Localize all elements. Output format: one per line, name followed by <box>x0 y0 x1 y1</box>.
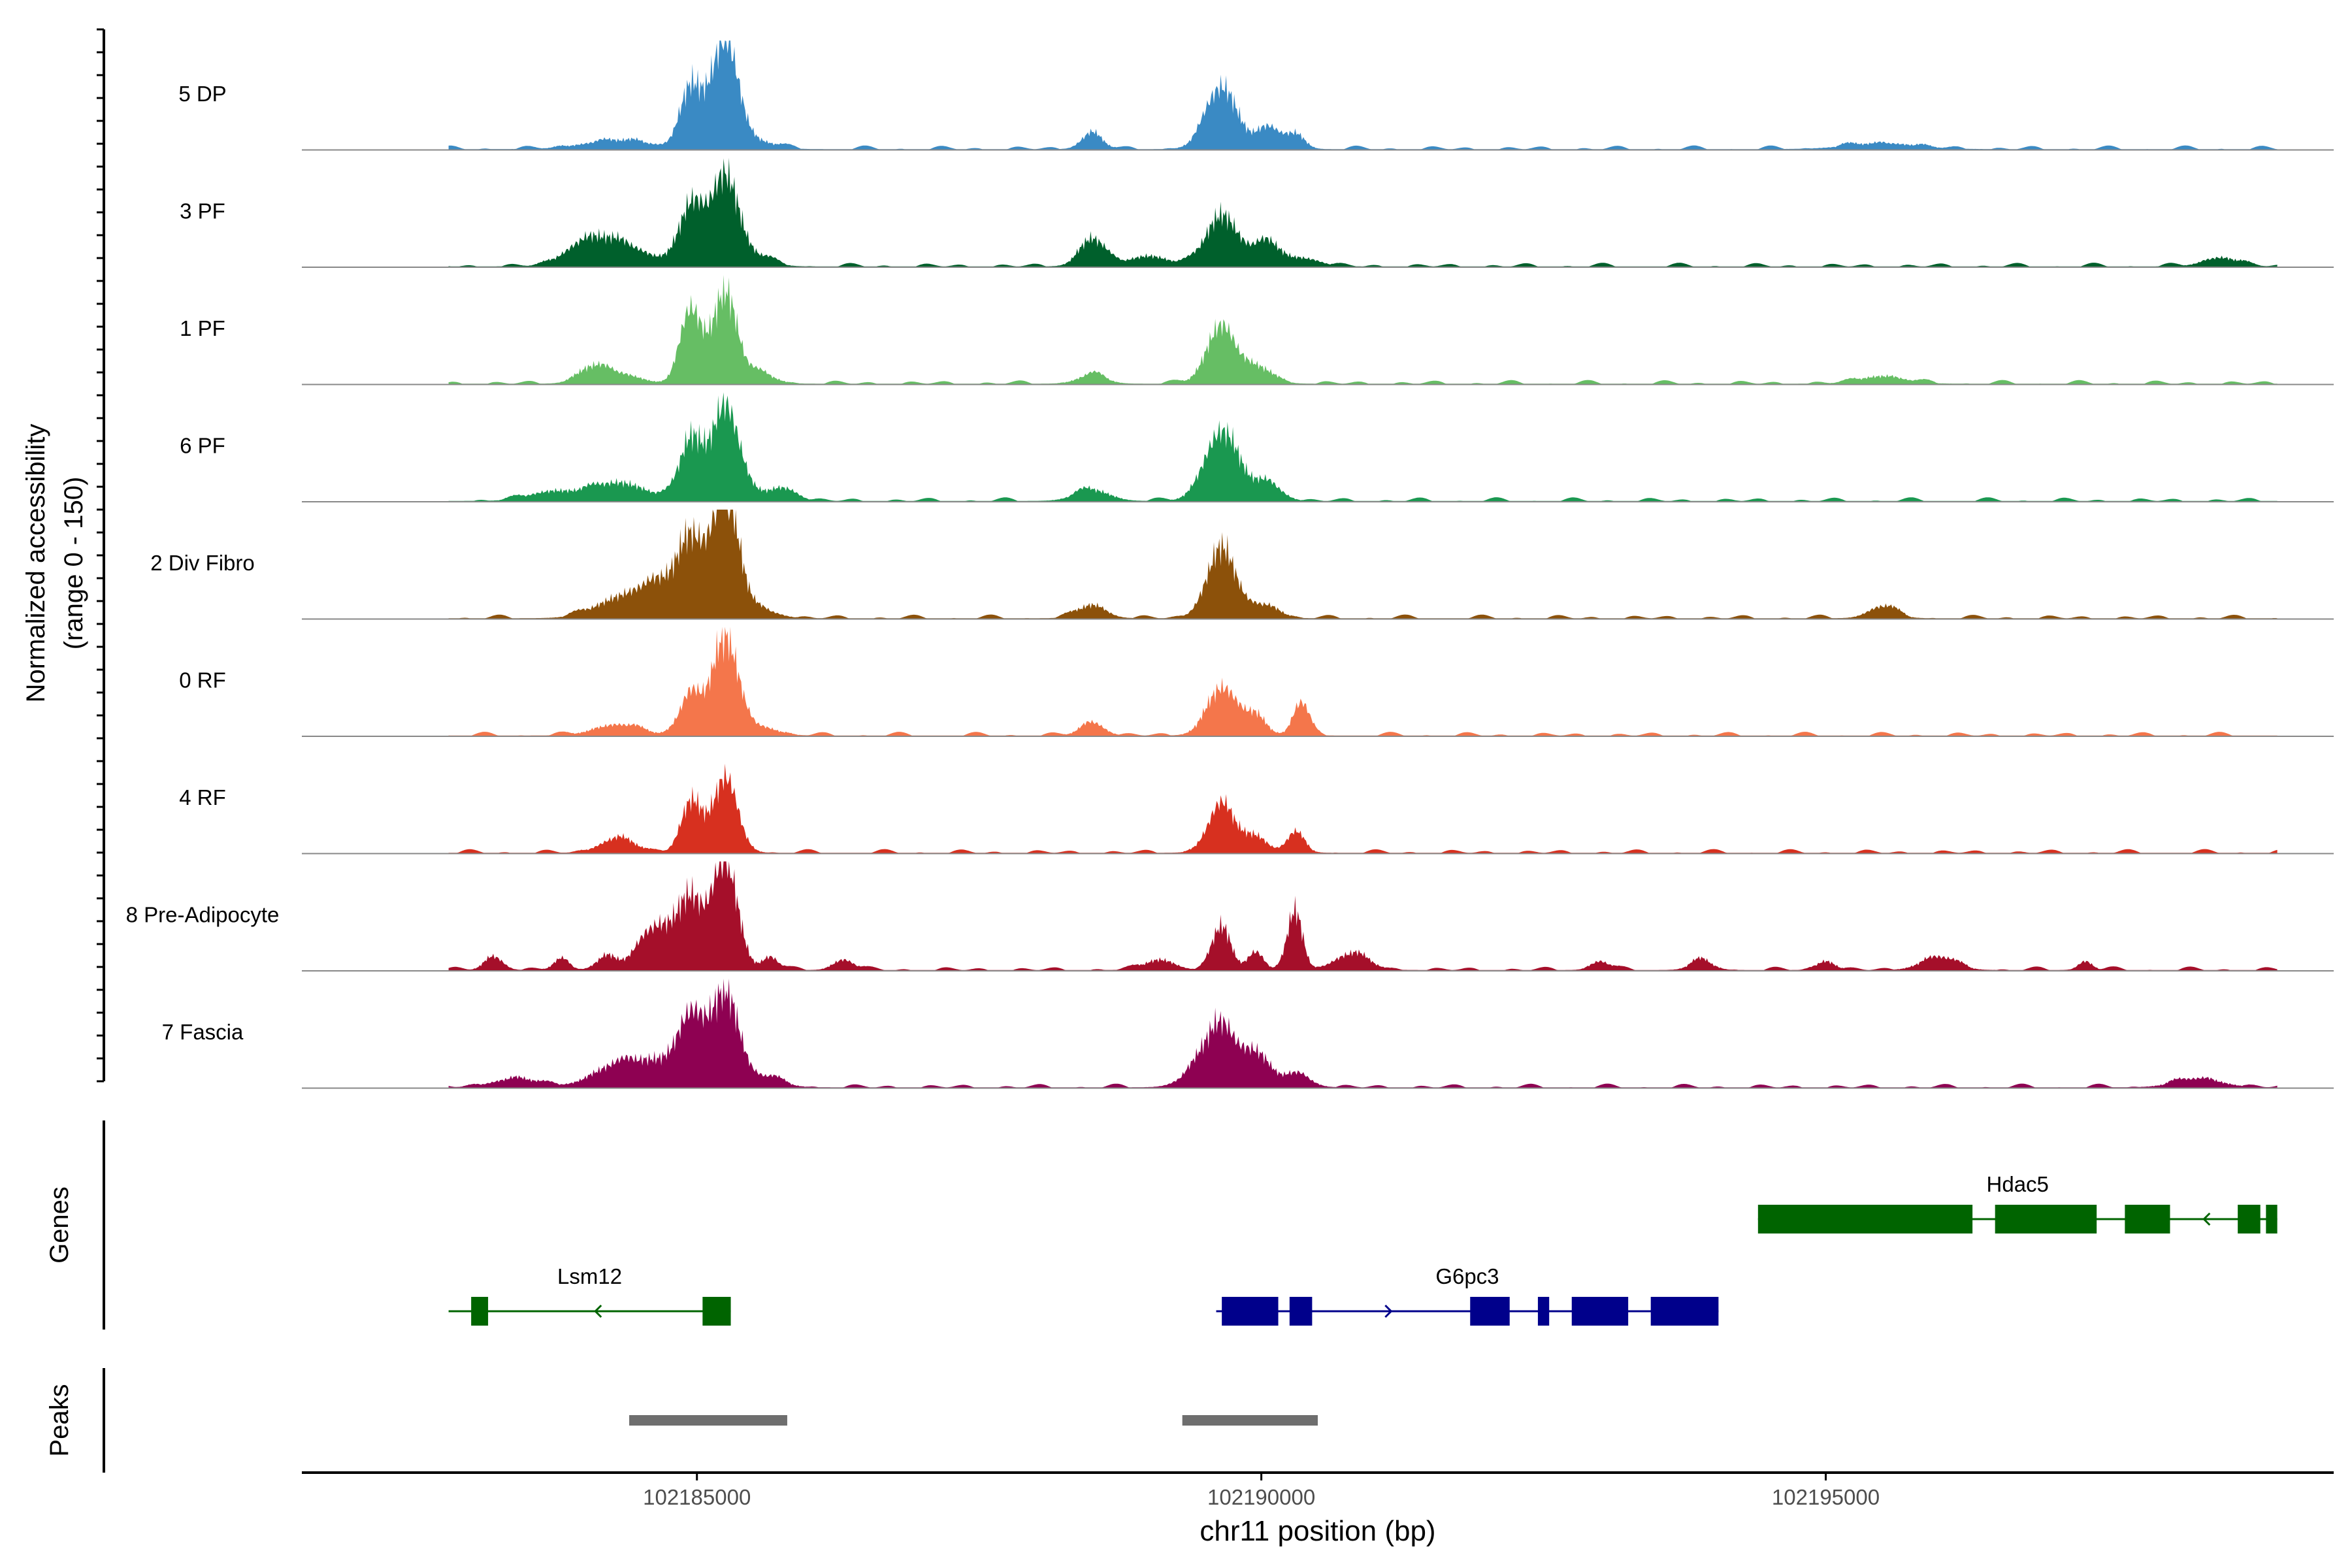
coverage-tracks: 5 DP 3 PF 1 PF 6 PF 2 Div Fibro 0 RF 4 RF 8 Pre… <box>126 41 2334 1089</box>
gene-exon <box>1995 1205 2097 1233</box>
gene-exon <box>702 1297 731 1326</box>
track-6-pf: 6 PF <box>180 392 2334 502</box>
coverage-area <box>448 861 2278 971</box>
track-4-rf: 4 RF <box>179 763 2334 855</box>
track-5-dp: 5 DP <box>178 41 2334 151</box>
gene-models: Lsm12 G6pc3 Hdac5 <box>448 1172 2278 1326</box>
gene-exon <box>1289 1297 1313 1326</box>
track-label: 3 PF <box>180 199 225 223</box>
gene-exon <box>1470 1297 1510 1326</box>
gene-exon <box>1757 1205 1973 1233</box>
gene-exon <box>1650 1297 1719 1326</box>
track-label: 2 Div Fibro <box>150 551 255 575</box>
strand-arrow <box>1384 1304 1393 1318</box>
track-label: 7 Fascia <box>162 1020 244 1044</box>
coverage-area <box>448 41 2278 150</box>
track-label: 0 RF <box>179 668 226 692</box>
coverage-area <box>448 763 2278 854</box>
gene-hdac5: Hdac5 <box>1757 1172 2278 1233</box>
gene-lsm12: Lsm12 <box>448 1264 731 1326</box>
coverage-area <box>448 275 2278 385</box>
gene-exon <box>1537 1297 1550 1326</box>
track-label: 6 PF <box>180 433 225 457</box>
strand-arrow <box>2202 1212 2211 1226</box>
track-7-fascia: 7 Fascia <box>162 979 2334 1089</box>
gene-exon <box>471 1297 489 1326</box>
track-2-div-fibro: 2 Div Fibro <box>150 510 2334 620</box>
gene-exon <box>2238 1205 2261 1233</box>
y-axis-title-line2: (range 0 - 150) <box>59 477 88 650</box>
y-axis-title-line1: Normalized accessibility <box>22 424 50 703</box>
gene-exon <box>2125 1205 2170 1233</box>
gene-exon <box>1222 1297 1279 1326</box>
track-8-pre-adipocyte: 8 Pre-Adipocyte <box>126 861 2334 972</box>
x-axis-title: chr11 position (bp) <box>1200 1515 1435 1547</box>
gene-label: Hdac5 <box>1987 1172 2049 1196</box>
track-label: 1 PF <box>180 316 225 340</box>
coverage-area <box>448 979 2278 1088</box>
peaks-panel: Peaks <box>45 1368 1318 1473</box>
coverage-y-axis <box>97 28 105 1083</box>
peak-regions <box>629 1415 1318 1426</box>
coverage-area <box>448 627 2278 736</box>
coverage-area <box>448 392 2278 502</box>
gene-g6pc3: G6pc3 <box>1216 1264 1719 1326</box>
x-tick-label: 102185000 <box>643 1485 751 1509</box>
track-label: 8 Pre-Adipocyte <box>126 902 280 926</box>
x-tick-label: 102195000 <box>1772 1485 1880 1509</box>
gene-exon <box>2266 1205 2278 1233</box>
gene-label: Lsm12 <box>557 1264 622 1288</box>
coverage-area <box>448 157 2278 267</box>
gene-label: G6pc3 <box>1435 1264 1499 1288</box>
coverage-area <box>448 510 2278 619</box>
x-tick-label: 102190000 <box>1207 1485 1315 1509</box>
genes-track-label: Genes <box>45 1186 74 1264</box>
track-label: 4 RF <box>179 785 226 809</box>
strand-arrow <box>594 1304 602 1318</box>
gene-exon <box>1571 1297 1629 1326</box>
peaks-track-label: Peaks <box>45 1384 74 1456</box>
peak-region <box>629 1415 787 1426</box>
track-3-pf: 3 PF <box>180 157 2334 268</box>
track-0-rf: 0 RF <box>179 627 2334 737</box>
track-label: 5 DP <box>178 82 226 106</box>
genes-panel: Genes Lsm12 G6pc3 Hdac5 <box>45 1120 2278 1330</box>
x-axis-ticks: 102185000 102190000 102195000 <box>643 1473 1880 1509</box>
track-1-pf: 1 PF <box>180 275 2334 385</box>
peak-region <box>1182 1415 1318 1426</box>
